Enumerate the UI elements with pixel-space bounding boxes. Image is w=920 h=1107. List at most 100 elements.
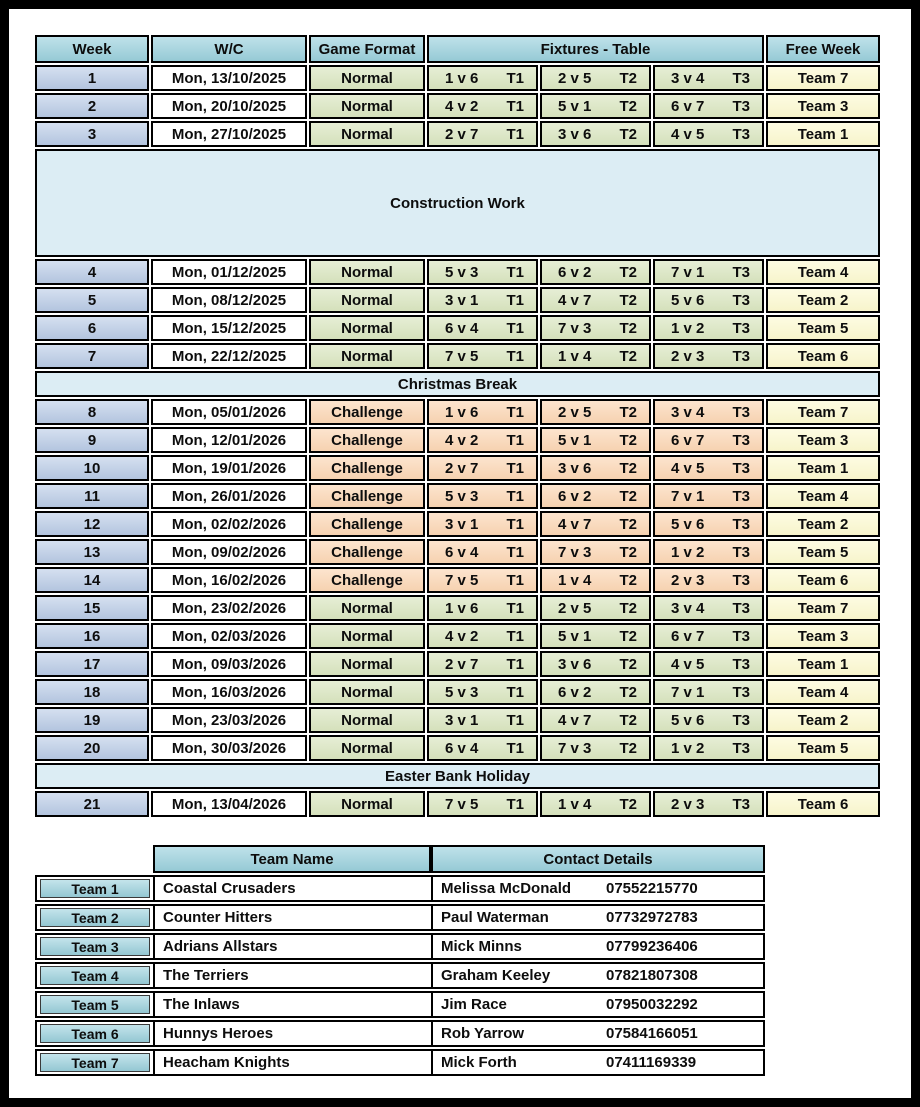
match-label: 1 v 6 [445, 403, 479, 421]
free-week-cell: Team 7 [766, 595, 880, 621]
team-name-cell: Adrians Allstars [155, 935, 433, 958]
match-label: 6 v 4 [445, 739, 479, 757]
contact-details-cell: Jim Race 07950032292 [433, 993, 767, 1016]
fixture-row: 12 Mon, 02/02/2026 Challenge 3 v 1 T1 4 … [35, 511, 880, 537]
table-number-label: T1 [506, 403, 524, 421]
fixture-cell-3: 4 v 5 T3 [653, 121, 764, 147]
week-number-cell: 15 [35, 595, 149, 621]
table-number-label: T1 [506, 347, 524, 365]
contact-details-cell: Mick Minns 07799236406 [433, 935, 767, 958]
contact-details-cell: Rob Yarrow 07584166051 [433, 1022, 767, 1045]
week-commencing-cell: Mon, 22/12/2025 [151, 343, 307, 369]
team-name-cell: Coastal Crusaders [155, 877, 433, 900]
team-label: Team 6 [40, 1024, 150, 1043]
table-number-label: T3 [732, 739, 750, 757]
match-label: 3 v 6 [558, 125, 592, 143]
fixtures-table: Week W/C Game Format Fixtures - Table Fr… [35, 35, 880, 817]
fixture-cell-2: 1 v 4 T2 [540, 791, 651, 817]
free-week-cell: Team 6 [766, 791, 880, 817]
table-number-label: T1 [506, 459, 524, 477]
fixture-cell-1: 5 v 3 T1 [427, 259, 538, 285]
table-number-label: T1 [506, 69, 524, 87]
fixture-row: 16 Mon, 02/03/2026 Normal 4 v 2 T1 5 v 1… [35, 623, 880, 649]
match-label: 5 v 3 [445, 263, 479, 281]
fixture-cell-3: 1 v 2 T3 [653, 315, 764, 341]
table-number-label: T3 [732, 655, 750, 673]
table-number-label: T1 [506, 291, 524, 309]
table-number-label: T3 [732, 683, 750, 701]
match-label: 3 v 1 [445, 291, 479, 309]
table-number-label: T1 [506, 263, 524, 281]
game-format-cell: Normal [309, 679, 425, 705]
week-commencing-cell: Mon, 27/10/2025 [151, 121, 307, 147]
fixture-row: 1 Mon, 13/10/2025 Normal 1 v 6 T1 2 v 5 … [35, 65, 880, 91]
table-number-label: T2 [619, 431, 637, 449]
free-week-cell: Team 5 [766, 539, 880, 565]
match-label: 2 v 7 [445, 655, 479, 673]
match-label: 3 v 1 [445, 711, 479, 729]
fixture-row: 13 Mon, 09/02/2026 Challenge 6 v 4 T1 7 … [35, 539, 880, 565]
fixture-cell-2: 1 v 4 T2 [540, 343, 651, 369]
fixture-cell-3: 2 v 3 T3 [653, 791, 764, 817]
match-label: 7 v 3 [558, 543, 592, 561]
table-number-label: T2 [619, 263, 637, 281]
match-label: 7 v 5 [445, 571, 479, 589]
table-number-label: T1 [506, 97, 524, 115]
table-number-label: T2 [619, 683, 637, 701]
match-label: 2 v 7 [445, 125, 479, 143]
table-number-label: T2 [619, 543, 637, 561]
fixture-row: 5 Mon, 08/12/2025 Normal 3 v 1 T1 4 v 7 … [35, 287, 880, 313]
week-number-cell: 6 [35, 315, 149, 341]
team-label-cell: Team 5 [37, 993, 155, 1016]
table-number-label: T3 [732, 347, 750, 365]
table-number-label: T3 [732, 627, 750, 645]
free-week-cell: Team 3 [766, 93, 880, 119]
free-week-cell: Team 2 [766, 287, 880, 313]
game-format-cell: Normal [309, 93, 425, 119]
header-contact-details: Contact Details [431, 845, 765, 873]
table-number-label: T3 [732, 263, 750, 281]
free-week-cell: Team 5 [766, 735, 880, 761]
fixture-cell-1: 6 v 4 T1 [427, 735, 538, 761]
match-label: 7 v 3 [558, 739, 592, 757]
table-number-label: T3 [732, 69, 750, 87]
week-number-cell: 11 [35, 483, 149, 509]
table-number-label: T1 [506, 739, 524, 757]
match-label: 4 v 2 [445, 431, 479, 449]
teams-header-row: Team Name Contact Details [35, 845, 765, 873]
week-number-cell: 7 [35, 343, 149, 369]
match-label: 6 v 7 [671, 627, 705, 645]
contact-name: Graham Keeley [441, 967, 551, 984]
week-commencing-cell: Mon, 05/01/2026 [151, 399, 307, 425]
free-week-cell: Team 1 [766, 121, 880, 147]
week-number-cell: 4 [35, 259, 149, 285]
fixture-row: 8 Mon, 05/01/2026 Challenge 1 v 6 T1 2 v… [35, 399, 880, 425]
match-label: 7 v 1 [671, 683, 705, 701]
fixture-row: 14 Mon, 16/02/2026 Challenge 7 v 5 T1 1 … [35, 567, 880, 593]
contact-name: Rob Yarrow [441, 1025, 525, 1042]
week-number-cell: 5 [35, 287, 149, 313]
fixture-cell-1: 6 v 4 T1 [427, 539, 538, 565]
week-number-cell: 2 [35, 93, 149, 119]
match-label: 2 v 3 [671, 571, 705, 589]
week-number-cell: 14 [35, 567, 149, 593]
match-label: 2 v 5 [558, 599, 592, 617]
free-week-cell: Team 3 [766, 427, 880, 453]
fixtures-header-row: Week W/C Game Format Fixtures - Table Fr… [35, 35, 880, 63]
fixture-row: 21 Mon, 13/04/2026 Normal 7 v 5 T1 1 v 4… [35, 791, 880, 817]
contact-phone: 07799236406 [606, 938, 698, 955]
match-label: 4 v 7 [558, 291, 592, 309]
week-number-cell: 10 [35, 455, 149, 481]
fixture-cell-2: 4 v 7 T2 [540, 707, 651, 733]
fixture-row: 10 Mon, 19/01/2026 Challenge 2 v 7 T1 3 … [35, 455, 880, 481]
match-label: 5 v 3 [445, 487, 479, 505]
contact-phone: 07732972783 [606, 909, 698, 926]
game-format-cell: Normal [309, 315, 425, 341]
game-format-cell: Normal [309, 121, 425, 147]
game-format-cell: Challenge [309, 399, 425, 425]
table-number-label: T2 [619, 125, 637, 143]
game-format-cell: Challenge [309, 567, 425, 593]
match-label: 1 v 6 [445, 599, 479, 617]
table-number-label: T2 [619, 795, 637, 813]
match-label: 3 v 4 [671, 69, 705, 87]
